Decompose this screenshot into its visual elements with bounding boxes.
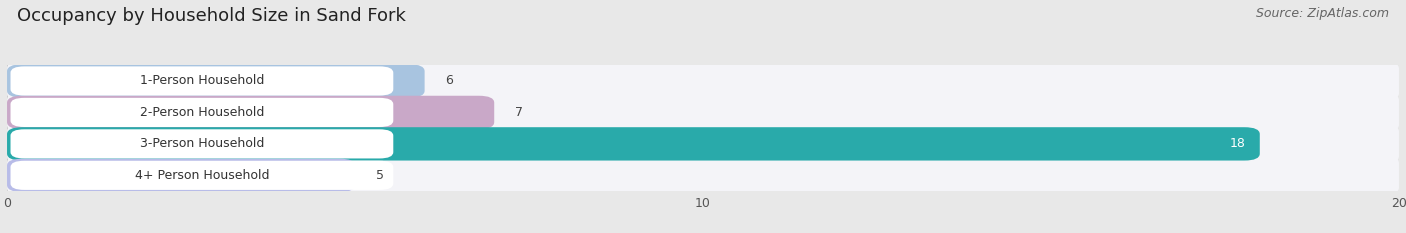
Text: 5: 5	[375, 169, 384, 182]
Text: 7: 7	[515, 106, 523, 119]
Text: 4+ Person Household: 4+ Person Household	[135, 169, 269, 182]
FancyBboxPatch shape	[7, 96, 495, 129]
FancyBboxPatch shape	[7, 155, 1399, 195]
FancyBboxPatch shape	[7, 92, 1399, 133]
Text: 18: 18	[1230, 137, 1246, 150]
Text: 3-Person Household: 3-Person Household	[139, 137, 264, 150]
Text: 1-Person Household: 1-Person Household	[139, 75, 264, 87]
FancyBboxPatch shape	[7, 159, 354, 192]
Text: 6: 6	[446, 75, 453, 87]
FancyBboxPatch shape	[10, 66, 394, 96]
Text: Occupancy by Household Size in Sand Fork: Occupancy by Household Size in Sand Fork	[17, 7, 406, 25]
FancyBboxPatch shape	[7, 64, 425, 98]
FancyBboxPatch shape	[10, 98, 394, 127]
FancyBboxPatch shape	[7, 127, 1260, 161]
FancyBboxPatch shape	[7, 124, 1399, 164]
FancyBboxPatch shape	[10, 129, 394, 158]
FancyBboxPatch shape	[10, 161, 394, 190]
FancyBboxPatch shape	[7, 61, 1399, 101]
Text: Source: ZipAtlas.com: Source: ZipAtlas.com	[1256, 7, 1389, 20]
Text: 2-Person Household: 2-Person Household	[139, 106, 264, 119]
